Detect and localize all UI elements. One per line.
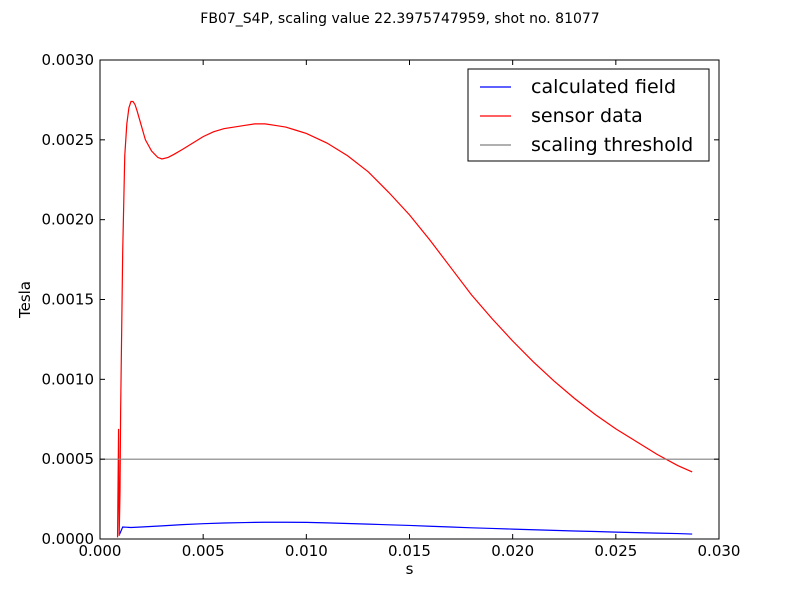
y-tick-label: 0.0000 [42, 530, 95, 548]
x-tick-label: 0.020 [491, 542, 534, 560]
series-lines [100, 100, 719, 538]
x-tick-label: 0.005 [182, 542, 225, 560]
y-tick-label: 0.0020 [42, 211, 95, 229]
legend-label-1: calculated field [531, 76, 676, 98]
y-tick-label: 0.0030 [42, 51, 95, 69]
axis-ticks: 0.000 0.005 0.010 0.015 0.020 0.025 0.030 0.000… [42, 51, 741, 560]
x-axis-label: s [406, 560, 414, 578]
x-tick-label: 0.025 [594, 542, 637, 560]
y-tick-label: 0.0025 [42, 131, 95, 149]
series-line-1 [119, 521, 693, 535]
x-tick-label: 0.000 [79, 542, 122, 560]
legend-label-3: scaling threshold [531, 134, 693, 156]
x-tick-label: 0.010 [285, 542, 328, 560]
y-tick-label: 0.0005 [42, 450, 95, 468]
y-tick-label: 0.0010 [42, 370, 95, 388]
legend-box [467, 68, 710, 162]
x-tick-label: 0.015 [388, 542, 431, 560]
chart-title: FB07_S4P, scaling value 22.3975747959, s… [200, 11, 599, 27]
legend-label-2: sensor data [531, 105, 643, 127]
legend: calculated field sensor data scaling thres… [467, 68, 710, 162]
series-line-2 [116, 100, 693, 538]
y-axis-label: Tesla [16, 281, 34, 319]
x-tick-label: 0.030 [698, 542, 741, 560]
y-tick-label: 0.0015 [42, 291, 95, 309]
